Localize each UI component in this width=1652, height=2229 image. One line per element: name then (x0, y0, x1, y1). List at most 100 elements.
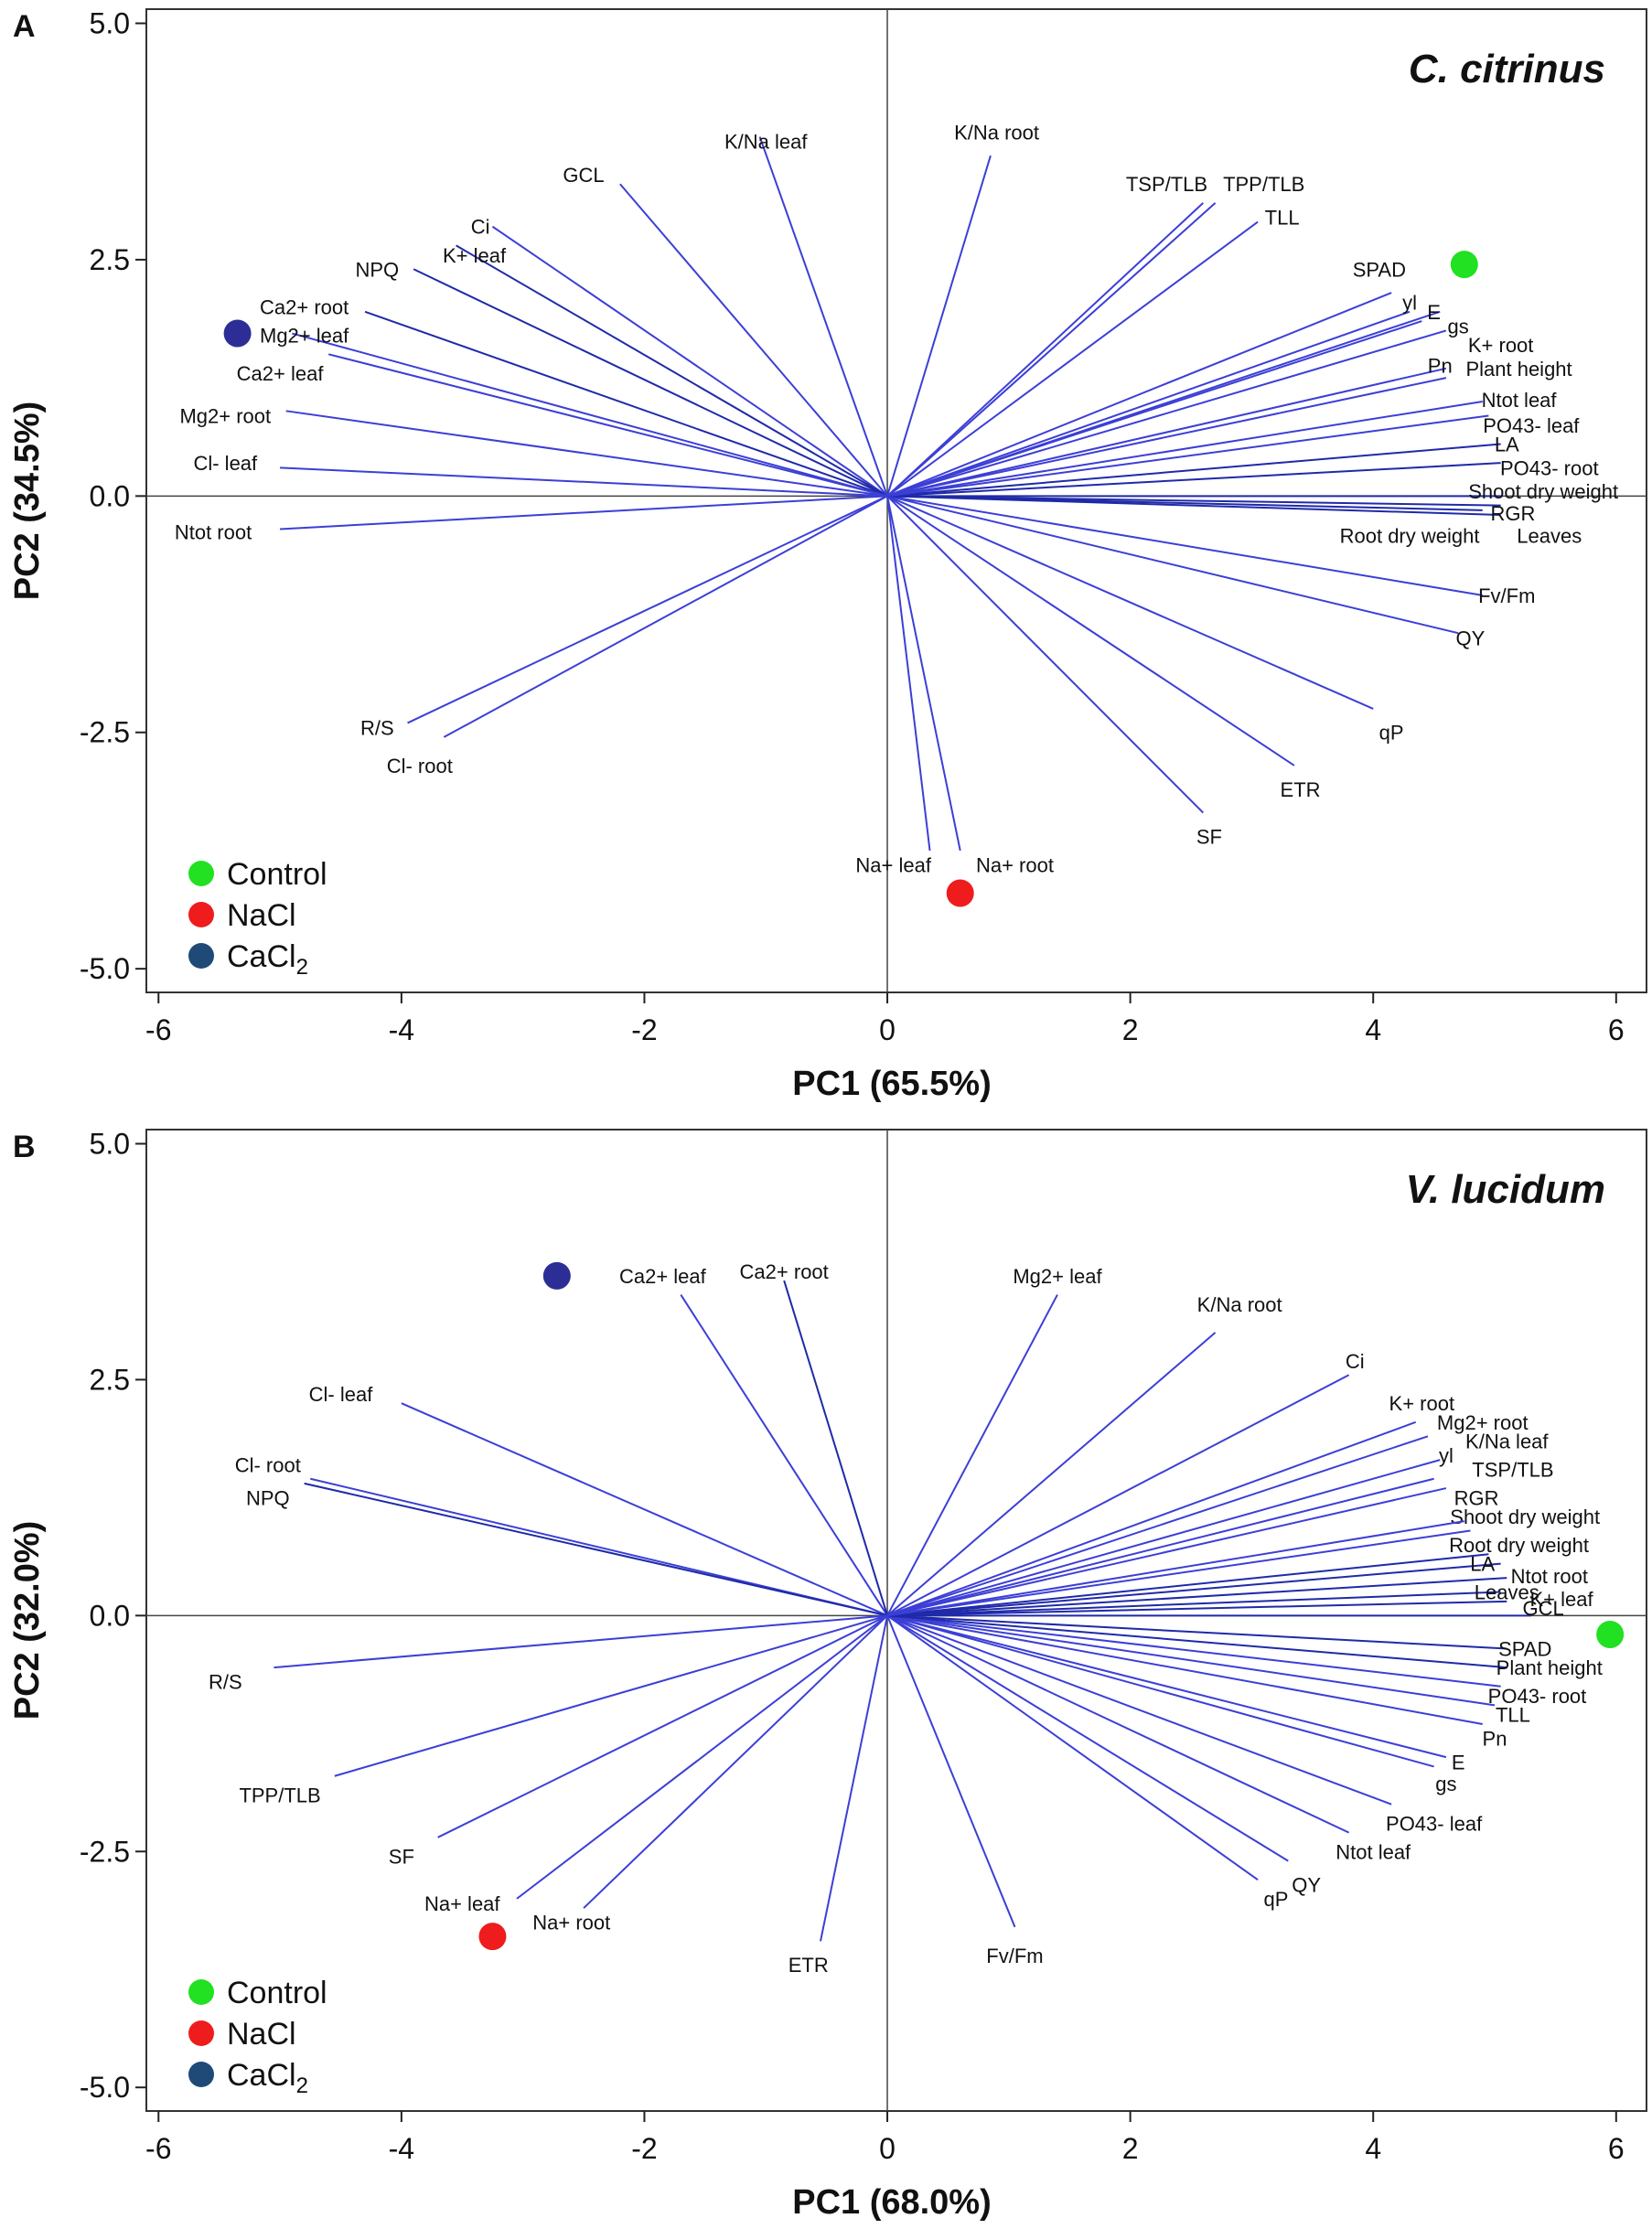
loading-label: Mg2+ root (1437, 1411, 1529, 1434)
y-tick-label: -5.0 (80, 952, 130, 985)
loading-vector (886, 320, 1422, 498)
loading-label: Plant height (1496, 1656, 1603, 1679)
loading-label: GCL (1523, 1597, 1564, 1620)
loading-label: SPAD (1353, 258, 1406, 281)
loading-label: yl (1439, 1444, 1454, 1467)
loading-label: GCL (563, 164, 604, 187)
loading-label: K/Na leaf (1465, 1430, 1549, 1452)
loading-vector (886, 329, 1447, 498)
loading-vector (887, 1600, 1507, 1617)
loading-vector (886, 1614, 1392, 1806)
legend-subscript: 2 (296, 955, 308, 980)
loading-vector (886, 1487, 1447, 1617)
loading-label: ETR (788, 1954, 829, 1977)
loading-label: Ntot leaf (1482, 389, 1558, 412)
loading-label: Root dry weight (1449, 1534, 1589, 1557)
loading-label: QY (1456, 627, 1486, 649)
loading-label: Cl- root (387, 755, 453, 777)
legend-label: NaCl (227, 898, 296, 933)
loading-vector (491, 225, 888, 498)
x-tick-label: -6 (145, 2132, 171, 2165)
x-tick-label: 6 (1608, 1013, 1625, 1046)
loading-label: Shoot dry weight (1450, 1506, 1600, 1528)
loading-vector (886, 155, 992, 497)
loading-vector (680, 1294, 888, 1616)
loading-label: Ci (471, 216, 490, 239)
loading-vector (886, 414, 1489, 498)
loading-vector (886, 1294, 1058, 1616)
y-tick-label: -2.5 (80, 716, 130, 749)
x-tick-label: 4 (1365, 2132, 1381, 2165)
loading-label: K/Na root (954, 121, 1039, 144)
loading-vector (886, 377, 1447, 498)
x-tick-label: 4 (1365, 1013, 1381, 1046)
loading-label: K+ root (1389, 1392, 1455, 1415)
loading-vector (886, 1614, 1447, 1759)
loading-label: TPP/TLB (239, 1784, 320, 1806)
loading-label: Pn (1483, 1727, 1507, 1750)
loading-vector (407, 495, 888, 724)
loading-label: Fv/Fm (986, 1945, 1043, 1967)
legend-text-part: CaCl (227, 939, 296, 974)
loading-label: TLL (1265, 206, 1300, 229)
loading-vector (280, 495, 888, 530)
loading-label: Ca2+ leaf (619, 1265, 707, 1288)
loading-label: Fv/Fm (1478, 584, 1535, 607)
loading-vector (820, 1615, 889, 1942)
loading-label: SPAD (1498, 1637, 1551, 1660)
y-tick-label: 5.0 (90, 7, 130, 40)
legend-label: CaCl2 (227, 2058, 308, 2098)
loading-label: Leaves (1475, 1581, 1539, 1604)
legend-text-part: CaCl (227, 2058, 296, 2093)
loading-vector (783, 1280, 888, 1616)
loading-label: PO43- root (1488, 1685, 1587, 1708)
loading-vector (886, 202, 1217, 498)
loading-label: E (1427, 301, 1441, 324)
loading-vector (758, 136, 888, 497)
point-cacl2 (223, 319, 252, 348)
y-tick-label: 2.5 (90, 1363, 130, 1396)
loading-vector (886, 1374, 1350, 1617)
loading-vector (887, 1591, 1501, 1617)
loading-label: gs (1435, 1773, 1456, 1795)
loading-label: Ca2+ leaf (237, 362, 325, 385)
y-tick-label: -2.5 (80, 1835, 130, 1868)
loading-vector (886, 1553, 1489, 1617)
loading-label: Ca2+ root (740, 1260, 829, 1283)
legend-label: CaCl2 (227, 939, 308, 980)
loading-vector (886, 1614, 1496, 1707)
loading-label: Cl- leaf (309, 1383, 374, 1406)
loading-vector (886, 400, 1483, 498)
point-control (1596, 1620, 1625, 1648)
loading-label: Leaves (1517, 525, 1582, 548)
panel-letter: A (13, 9, 36, 44)
x-tick-label: -2 (631, 1013, 657, 1046)
loading-vector (886, 1577, 1507, 1617)
loading-vector (886, 495, 1459, 635)
point-nacl (478, 1923, 507, 1951)
y-axis-title: PC2 (32.0%) (8, 1521, 47, 1720)
loading-vector (886, 496, 961, 852)
loading-label: ETR (1281, 778, 1321, 801)
loading-label: K+ leaf (443, 244, 507, 267)
loading-label: Na+ root (532, 1912, 610, 1934)
loading-vector (285, 410, 888, 498)
loading-label: K+ root (1468, 334, 1534, 357)
legend-marker-nacl (188, 2020, 214, 2046)
loading-label: TSP/TLB (1472, 1458, 1553, 1481)
loading-vector (886, 495, 1205, 814)
loading-label: TSP/TLB (1126, 173, 1207, 196)
loading-vector (886, 1614, 1016, 1928)
loading-label: Mg2+ root (179, 404, 271, 427)
loading-vector (886, 1614, 1289, 1862)
loading-label: Cl- leaf (193, 452, 258, 475)
loading-vector (886, 292, 1392, 498)
legend-marker-nacl (188, 902, 214, 927)
loading-vector (364, 310, 888, 498)
loading-label: Pn (1428, 355, 1453, 378)
loading-vector (886, 220, 1259, 498)
loading-vector (886, 1459, 1441, 1617)
loading-label: Ntot leaf (1336, 1840, 1411, 1863)
loading-vector (437, 1614, 888, 1838)
